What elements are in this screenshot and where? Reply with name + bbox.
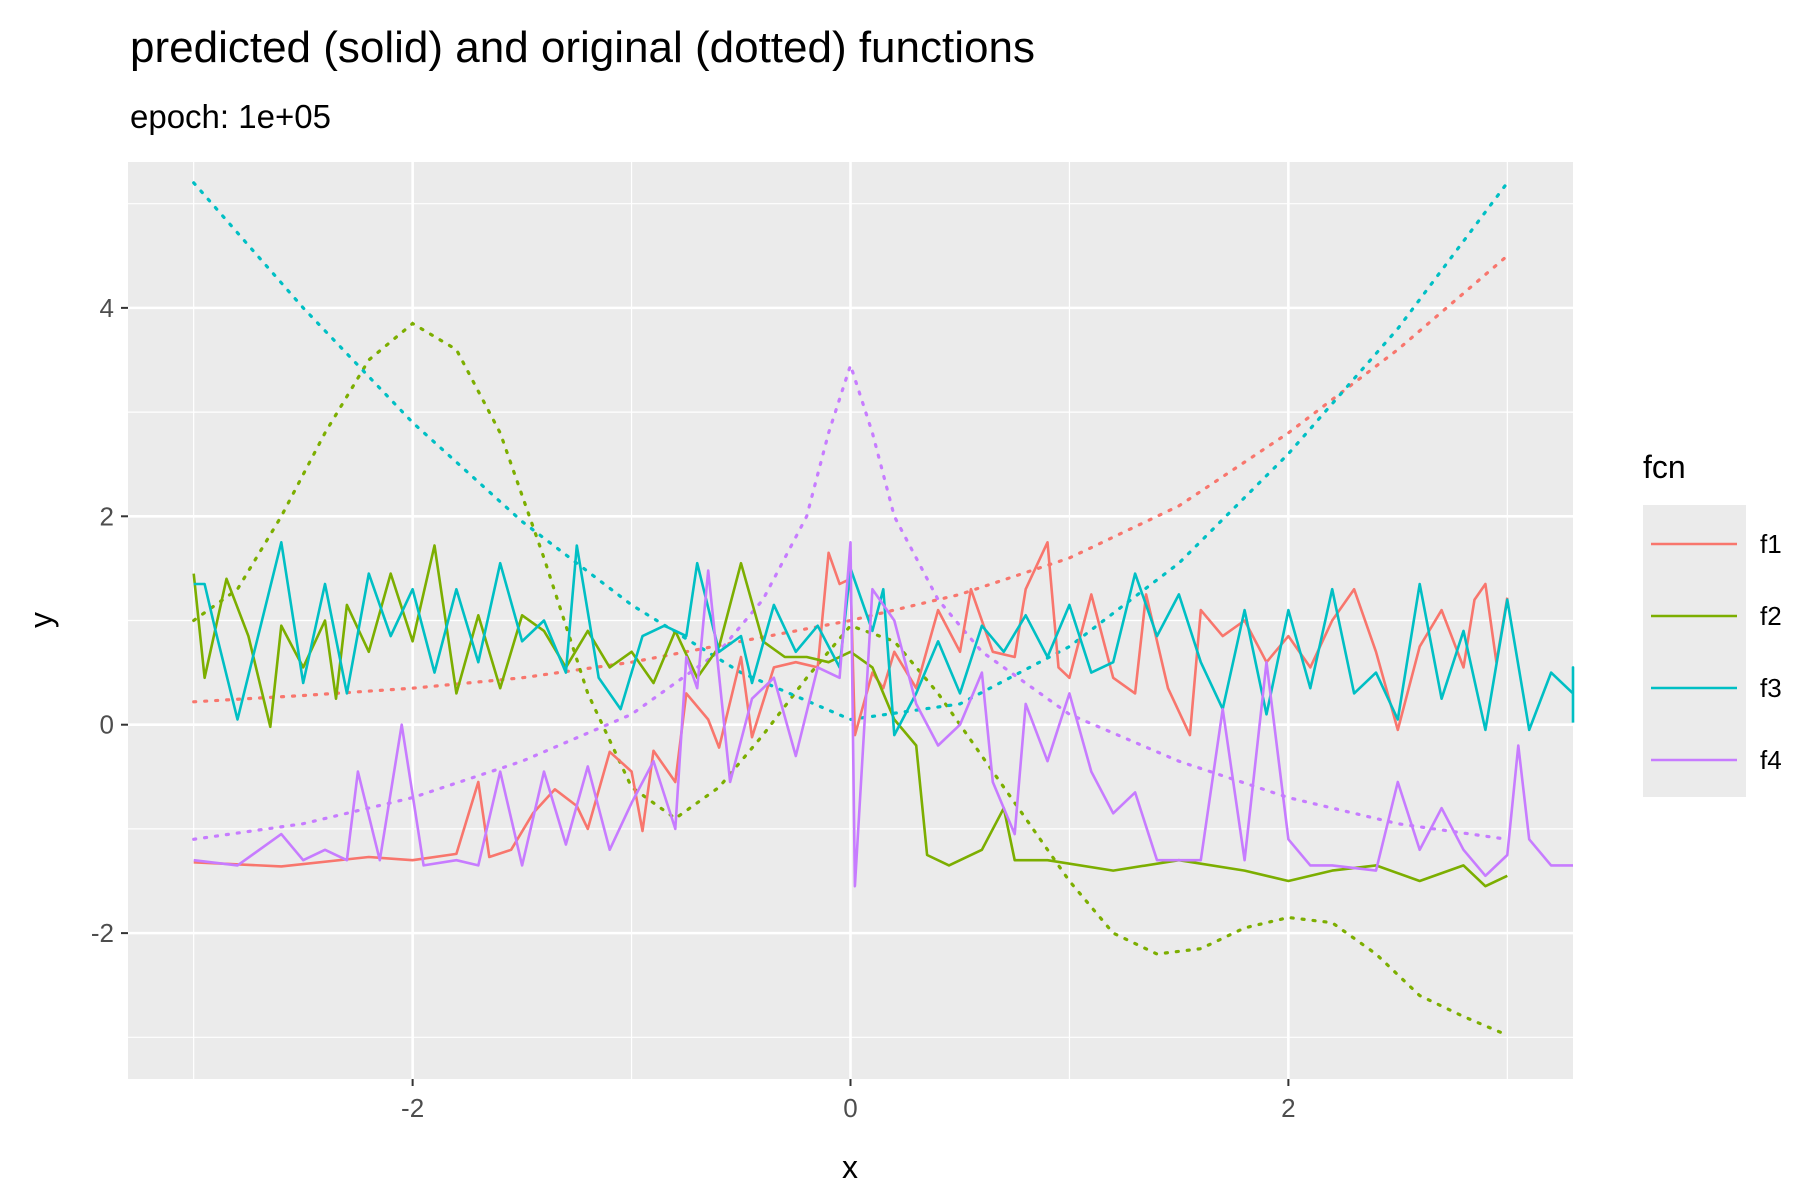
legend-label-f2: f2 bbox=[1760, 601, 1782, 631]
series-f2-predicted-line bbox=[192, 544, 1508, 888]
legend-label-f3: f3 bbox=[1760, 673, 1782, 703]
y-axis-title: y bbox=[23, 612, 59, 628]
series-f3-original-line bbox=[192, 181, 1509, 722]
x-tick-label: 2 bbox=[1281, 1093, 1295, 1123]
legend-label-f1: f1 bbox=[1760, 529, 1782, 559]
y-tick-label: 0 bbox=[100, 710, 114, 740]
legend-label-f4: f4 bbox=[1760, 745, 1782, 775]
series-f3-predicted-line bbox=[193, 540, 1575, 737]
x-axis-title: x bbox=[842, 1149, 858, 1185]
legend: fcn f1 f2 f3 f4 bbox=[1643, 449, 1782, 797]
chart-subtitle: epoch: 1e+05 bbox=[130, 98, 331, 135]
axes: -2 0 2 -2 0 2 4 bbox=[91, 293, 1296, 1123]
x-tick-label: -2 bbox=[401, 1093, 424, 1123]
legend-title: fcn bbox=[1643, 449, 1686, 485]
x-tick-label: 0 bbox=[843, 1093, 857, 1123]
series-layer bbox=[192, 181, 1575, 1037]
series-f4-predicted-line bbox=[193, 540, 1573, 888]
chart-title: predicted (solid) and original (dotted) … bbox=[130, 23, 1035, 72]
series-f4-original-line bbox=[192, 360, 1509, 841]
y-tick-label: 4 bbox=[100, 293, 114, 323]
series-f2-original-line bbox=[192, 321, 1509, 1037]
y-tick-label: 2 bbox=[100, 501, 114, 531]
y-tick-label: -2 bbox=[91, 918, 114, 948]
legend-key-background bbox=[1643, 505, 1746, 797]
